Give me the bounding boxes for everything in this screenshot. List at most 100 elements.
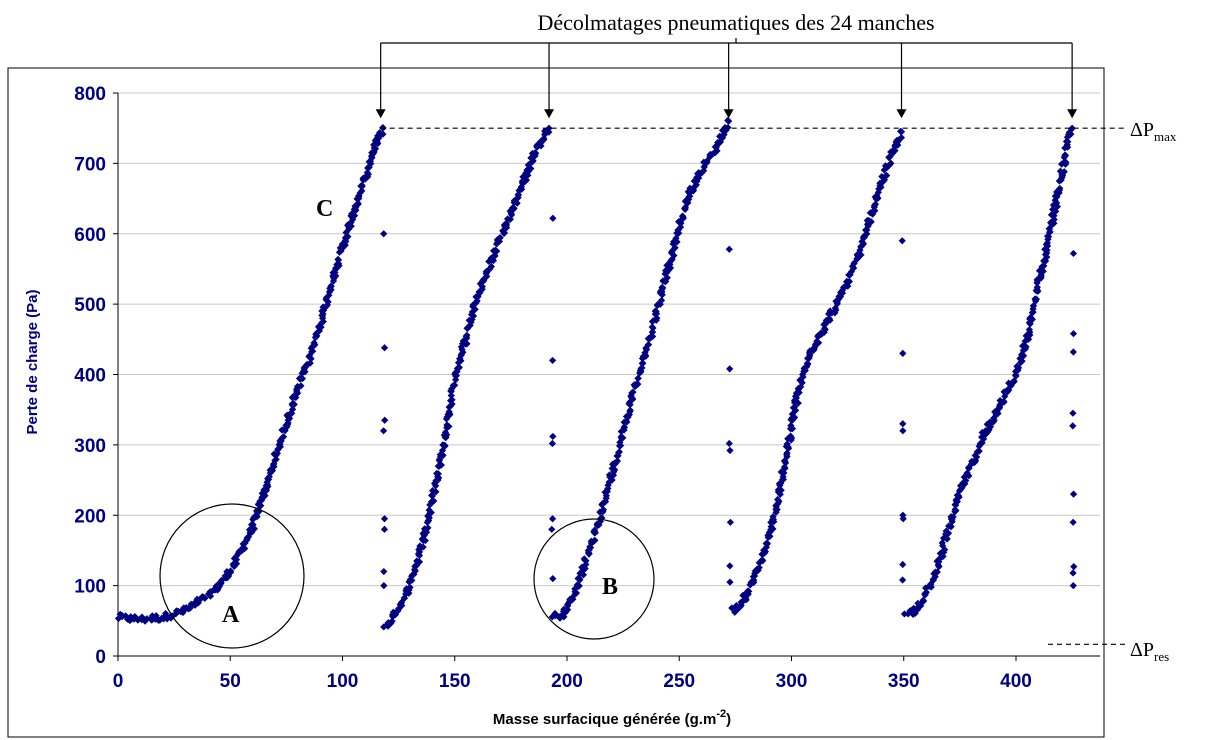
data-point [253,513,261,521]
data-point [257,496,266,504]
data-point [907,606,916,615]
data-point [726,578,734,586]
data-point [1056,184,1064,193]
data-point [1049,201,1058,209]
data-point [241,544,249,553]
data-point [549,214,557,222]
x-tick-label: 250 [663,671,695,692]
data-point [262,486,271,495]
data-point [742,594,750,602]
data-point [667,256,676,264]
data-point [551,609,559,618]
data-point [315,327,323,335]
data-point [380,567,388,576]
data-point [114,614,123,623]
y-tick-label: 700 [74,154,106,175]
data-point [821,326,829,334]
data-point [357,182,365,190]
data-point [685,189,693,197]
data-point [611,466,619,474]
data-point [549,574,557,583]
data-point [1069,582,1077,590]
data-point [952,506,960,515]
data-point [307,355,315,363]
data-point [576,576,584,584]
data-point [323,301,331,309]
x-tick-label: 150 [439,671,471,692]
data-point [784,443,792,451]
data-point [878,172,886,181]
data-point [370,141,378,149]
data-point [487,262,495,271]
x-tick-label: 400 [1000,671,1032,692]
data-point [582,557,590,565]
data-point [189,600,198,608]
data-point [725,439,733,448]
data-point [278,434,286,442]
data-point [261,491,269,500]
y-tick-label: 200 [74,506,106,527]
data-point [1068,124,1076,132]
data-point [354,199,362,207]
data-point [549,432,557,441]
data-point [1000,397,1008,405]
data-point [638,364,646,372]
data-point [774,500,782,508]
data-point [214,584,222,593]
data-point [419,543,427,551]
data-point [421,536,429,545]
data-point [641,349,649,357]
data-point [463,340,471,348]
data-point [604,481,612,489]
data-point [762,543,770,551]
data-point [356,189,364,197]
data-point [971,451,979,460]
data-point [615,448,623,456]
data-point [406,583,414,591]
data-point [397,600,405,608]
data-point [883,171,891,180]
data-point [627,392,635,400]
data-point [975,447,983,455]
data-point [703,157,711,165]
data-point [763,539,771,548]
data-point [960,473,968,481]
data-point [865,216,873,225]
data-point [330,274,338,283]
data-point [194,599,202,607]
data-point [786,432,795,440]
data-point [334,255,342,263]
data-point [897,134,906,142]
data-point [985,426,993,434]
data-point [899,560,907,569]
data-point [726,562,734,570]
data-point [986,423,995,431]
data-point [347,218,355,227]
data-point [380,525,389,533]
data-point [871,207,879,215]
data-point [536,138,545,146]
data-point [1014,364,1023,372]
data-point [899,420,907,428]
data-point [445,408,453,416]
data-point [804,360,812,368]
data-point [857,251,865,259]
y-tick-labels: 0 100 200 300 400 500 600 700 800 [74,84,118,668]
data-point [792,394,800,402]
data-point [897,128,906,136]
data-point [201,594,209,602]
data-point [726,365,734,373]
data-point [298,369,306,377]
data-point [1018,357,1026,365]
data-point [1000,388,1008,396]
data-point [639,359,647,367]
data-point [857,243,865,251]
data-point [364,164,372,172]
data-point [1028,309,1036,317]
data-point [978,428,986,437]
data-point [232,560,241,568]
data-point [759,557,767,565]
data-point [415,548,424,556]
data-point [725,245,733,253]
x-axis-label-sup: -2 [716,708,726,720]
